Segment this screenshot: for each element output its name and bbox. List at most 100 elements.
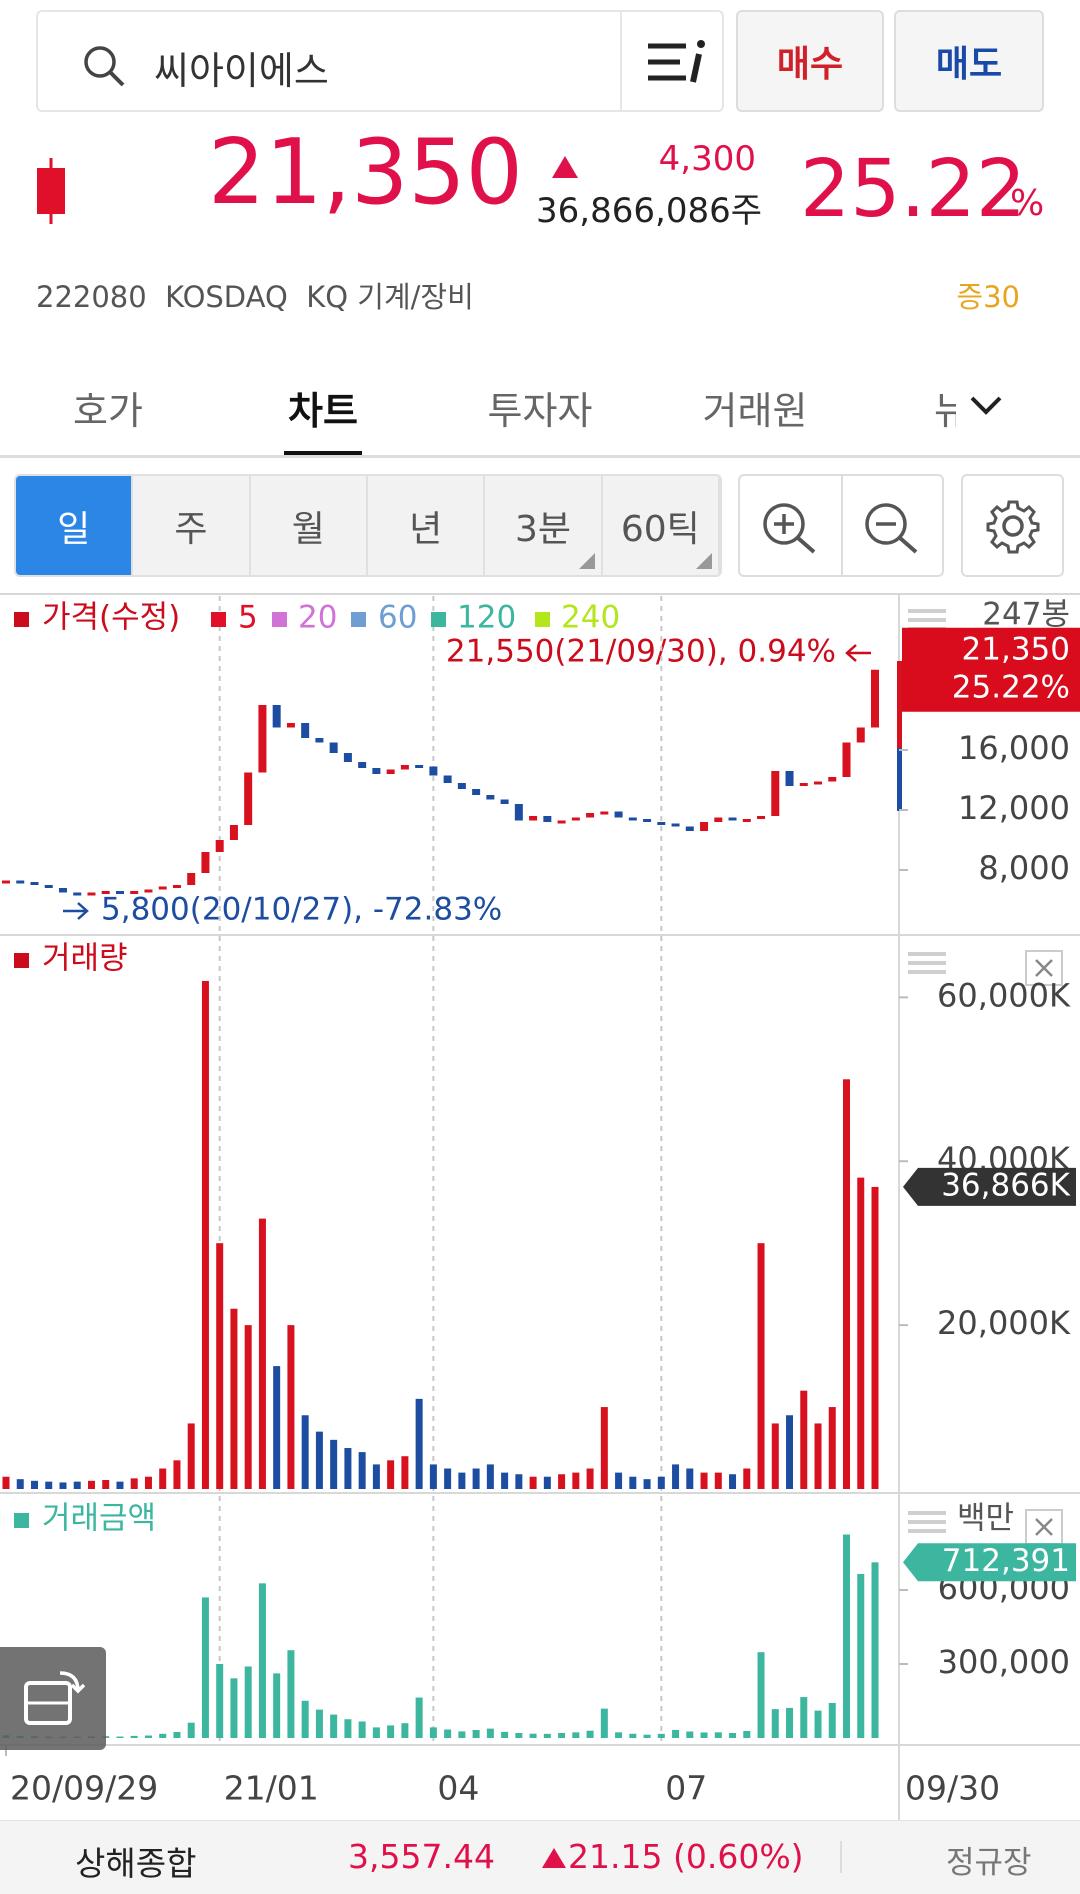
period-button[interactable]: 일: [16, 476, 134, 575]
bar: [529, 1476, 537, 1489]
candle: [272, 705, 281, 728]
settings-button[interactable]: [961, 474, 1064, 577]
bar: [529, 1733, 537, 1738]
bar: [857, 1573, 865, 1738]
sell-button[interactable]: 매도: [894, 10, 1044, 112]
tab[interactable]: 차트: [288, 389, 358, 433]
bar: [515, 1732, 523, 1738]
candle: [258, 705, 267, 773]
search-box[interactable]: 씨아이에스: [36, 10, 724, 112]
bar: [173, 1731, 181, 1738]
bar: [800, 1390, 808, 1489]
period-button[interactable]: 주: [133, 476, 251, 575]
bar: [116, 1736, 124, 1738]
tab-more-chevron[interactable]: [968, 392, 1004, 420]
candle: [700, 822, 709, 831]
bar: [315, 1709, 323, 1738]
buy-button[interactable]: 매수: [736, 10, 884, 112]
low-arrow: [63, 902, 89, 920]
candle: [343, 753, 352, 762]
legend-label: 거래금액: [42, 1501, 156, 1537]
period-button[interactable]: 월: [250, 476, 368, 575]
bar: [686, 1468, 694, 1489]
list-icon[interactable]: [644, 36, 714, 90]
bar: [472, 1729, 480, 1738]
bar: [586, 1730, 594, 1738]
value-tag: [903, 1543, 1076, 1582]
zoom-out[interactable]: [862, 500, 922, 556]
candle: [643, 819, 652, 822]
candle: [742, 819, 751, 822]
bar: [600, 1407, 608, 1489]
tab-underline: [284, 451, 362, 457]
period-button[interactable]: 3분: [485, 476, 603, 575]
margin-rate: 증30: [956, 280, 1020, 314]
x-tick-label: 20/09/29: [10, 1769, 158, 1808]
bar: [230, 1678, 238, 1738]
bar: [700, 1472, 708, 1489]
bar: [344, 1719, 352, 1738]
rotate-button[interactable]: [0, 1647, 106, 1750]
bar: [401, 1456, 409, 1489]
tab[interactable]: 투자자: [487, 389, 593, 433]
bar: [429, 1464, 437, 1489]
bar: [458, 1472, 466, 1489]
bar: [30, 1480, 38, 1489]
candle: [529, 816, 538, 821]
bar: [216, 1664, 224, 1738]
x-tick-label: 07: [665, 1769, 707, 1808]
period-button[interactable]: 년: [368, 476, 486, 575]
current-marker: [897, 748, 902, 811]
candle: [771, 771, 780, 816]
bar: [458, 1731, 466, 1738]
bar: [287, 1650, 295, 1738]
bar: [743, 1468, 751, 1489]
price-tag: [902, 627, 1080, 712]
tab[interactable]: 거래원: [702, 389, 808, 433]
rate-unit: %: [1010, 183, 1045, 224]
candle: [671, 823, 680, 827]
candle: [514, 804, 523, 821]
candle: [628, 817, 637, 821]
zoom-in[interactable]: [760, 500, 820, 556]
value-tag: [903, 1167, 1076, 1206]
pane-close[interactable]: [1025, 950, 1063, 986]
candle: [400, 765, 409, 770]
last-date: 09/30: [905, 1769, 1000, 1808]
bar: [87, 1480, 95, 1489]
bar: [828, 1407, 836, 1489]
bar: [672, 1729, 680, 1738]
rotate-icon: [24, 1671, 86, 1725]
tab[interactable]: 뉴스: [934, 389, 956, 433]
tab[interactable]: 호가: [73, 389, 143, 433]
candle: [728, 817, 737, 821]
candle: [443, 775, 452, 783]
bar: [315, 1431, 323, 1489]
pane-menu-icon[interactable]: [908, 1511, 946, 1533]
bar: [686, 1731, 694, 1738]
bar: [401, 1723, 409, 1738]
high-arrow: [845, 644, 871, 662]
period-button[interactable]: 60틱: [602, 476, 720, 575]
bar: [786, 1415, 794, 1489]
legend-label: 60: [378, 600, 417, 636]
stock-info: 222080 KOSDAQ KQ 기계/장비: [36, 280, 474, 314]
bar: [828, 1702, 836, 1738]
pane-menu-icon[interactable]: [908, 952, 946, 974]
bar: [344, 1448, 352, 1489]
low-annotation: 5,800(20/10/27), -72.83%: [101, 892, 502, 928]
bar: [358, 1721, 366, 1738]
bar: [216, 1243, 224, 1489]
bar: [201, 1597, 209, 1738]
bar: [116, 1481, 124, 1489]
change-rate: 25.22: [800, 143, 1027, 235]
candle: [115, 891, 124, 894]
candle: [101, 891, 110, 894]
bar: [800, 1697, 808, 1738]
bar: [771, 1423, 779, 1489]
pane-close[interactable]: [1025, 1509, 1063, 1545]
bar: [2, 1476, 10, 1489]
bar: [543, 1733, 551, 1738]
legend-swatch: [535, 612, 550, 627]
